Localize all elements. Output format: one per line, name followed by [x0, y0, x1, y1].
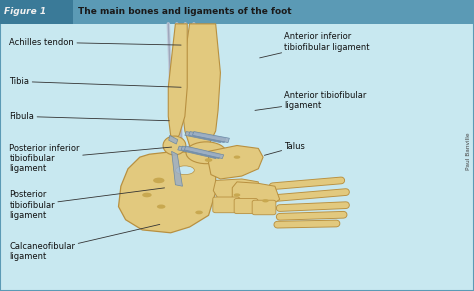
Polygon shape [189, 132, 226, 143]
Text: Talus: Talus [264, 143, 305, 155]
Polygon shape [184, 146, 224, 159]
Text: Figure 1: Figure 1 [4, 8, 46, 16]
Ellipse shape [262, 199, 269, 203]
Ellipse shape [234, 155, 240, 159]
Text: Achilles tendon: Achilles tendon [9, 38, 181, 47]
Polygon shape [232, 182, 280, 208]
Ellipse shape [175, 166, 194, 175]
Polygon shape [168, 24, 187, 140]
Bar [0, 0, 73, 24]
Text: Anterior tibiofibular
ligament: Anterior tibiofibular ligament [255, 91, 367, 110]
Ellipse shape [153, 178, 164, 183]
Polygon shape [182, 24, 220, 151]
Polygon shape [178, 146, 217, 159]
FancyBboxPatch shape [213, 197, 240, 213]
Polygon shape [192, 132, 229, 143]
Polygon shape [181, 146, 220, 159]
Ellipse shape [195, 211, 203, 214]
Ellipse shape [163, 136, 186, 155]
Polygon shape [169, 135, 178, 144]
Text: Anterior inferior
tibiofibular ligament: Anterior inferior tibiofibular ligament [260, 33, 370, 58]
Text: Paul Banville: Paul Banville [466, 132, 471, 170]
Bar [0, 0, 474, 24]
Text: Posterior
tibiofibular
ligament: Posterior tibiofibular ligament [9, 188, 164, 220]
Polygon shape [209, 146, 263, 179]
Ellipse shape [142, 193, 152, 197]
FancyBboxPatch shape [252, 200, 276, 215]
Text: Posterior inferior
tibiofibular
ligament: Posterior inferior tibiofibular ligament [9, 144, 172, 173]
Text: The main bones and ligaments of the foot: The main bones and ligaments of the foot [78, 8, 292, 16]
Ellipse shape [234, 193, 240, 197]
Ellipse shape [205, 158, 212, 162]
Ellipse shape [186, 142, 227, 164]
Text: Tibia: Tibia [9, 77, 181, 87]
Polygon shape [118, 151, 216, 233]
Text: Fibula: Fibula [9, 112, 169, 121]
FancyBboxPatch shape [234, 198, 258, 214]
Polygon shape [172, 151, 182, 186]
Polygon shape [185, 132, 222, 143]
Text: Calcaneofibular
ligament: Calcaneofibular ligament [9, 224, 160, 261]
Ellipse shape [157, 205, 165, 209]
Polygon shape [213, 179, 258, 199]
